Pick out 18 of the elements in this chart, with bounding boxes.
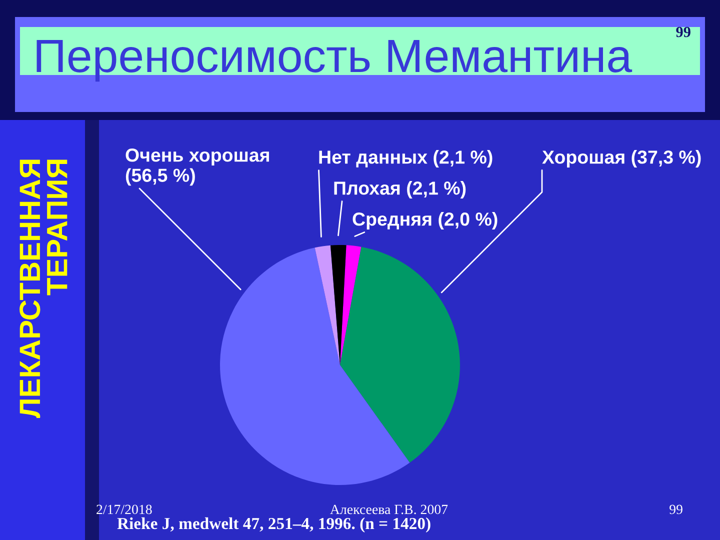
- text: 2/17/2018: [96, 504, 152, 514]
- text: 99: [676, 26, 690, 38]
- text: ЛЕКАРСТВЕННАЯ ТЕРАПИЯ: [20, 160, 68, 418]
- data-label: (56,5 %): [126, 168, 195, 186]
- text: 99: [670, 504, 682, 514]
- slice-label: Очень хорошая: [126, 148, 269, 166]
- text: Алексеева Г.В. 2007: [330, 504, 448, 514]
- slice-label: Хорошая (37,3 %): [542, 150, 701, 168]
- slice-label: Нет данных (2,1 %): [319, 150, 492, 168]
- pie-slice: [220, 248, 410, 485]
- pie-slice: [330, 245, 346, 365]
- pie-slice: [314, 245, 340, 365]
- text: Rieke J, medwelt 47, 251–4, 1996. (n = 1420): [117, 517, 430, 533]
- pie-slice: [340, 245, 362, 365]
- slice-label: Средняя (2,0 %): [352, 212, 498, 230]
- chart-title: Переносимость Мемантина: [36, 40, 632, 82]
- pie-slice: [340, 246, 460, 463]
- slice-label: Плохая (2,1 %): [334, 181, 466, 198]
